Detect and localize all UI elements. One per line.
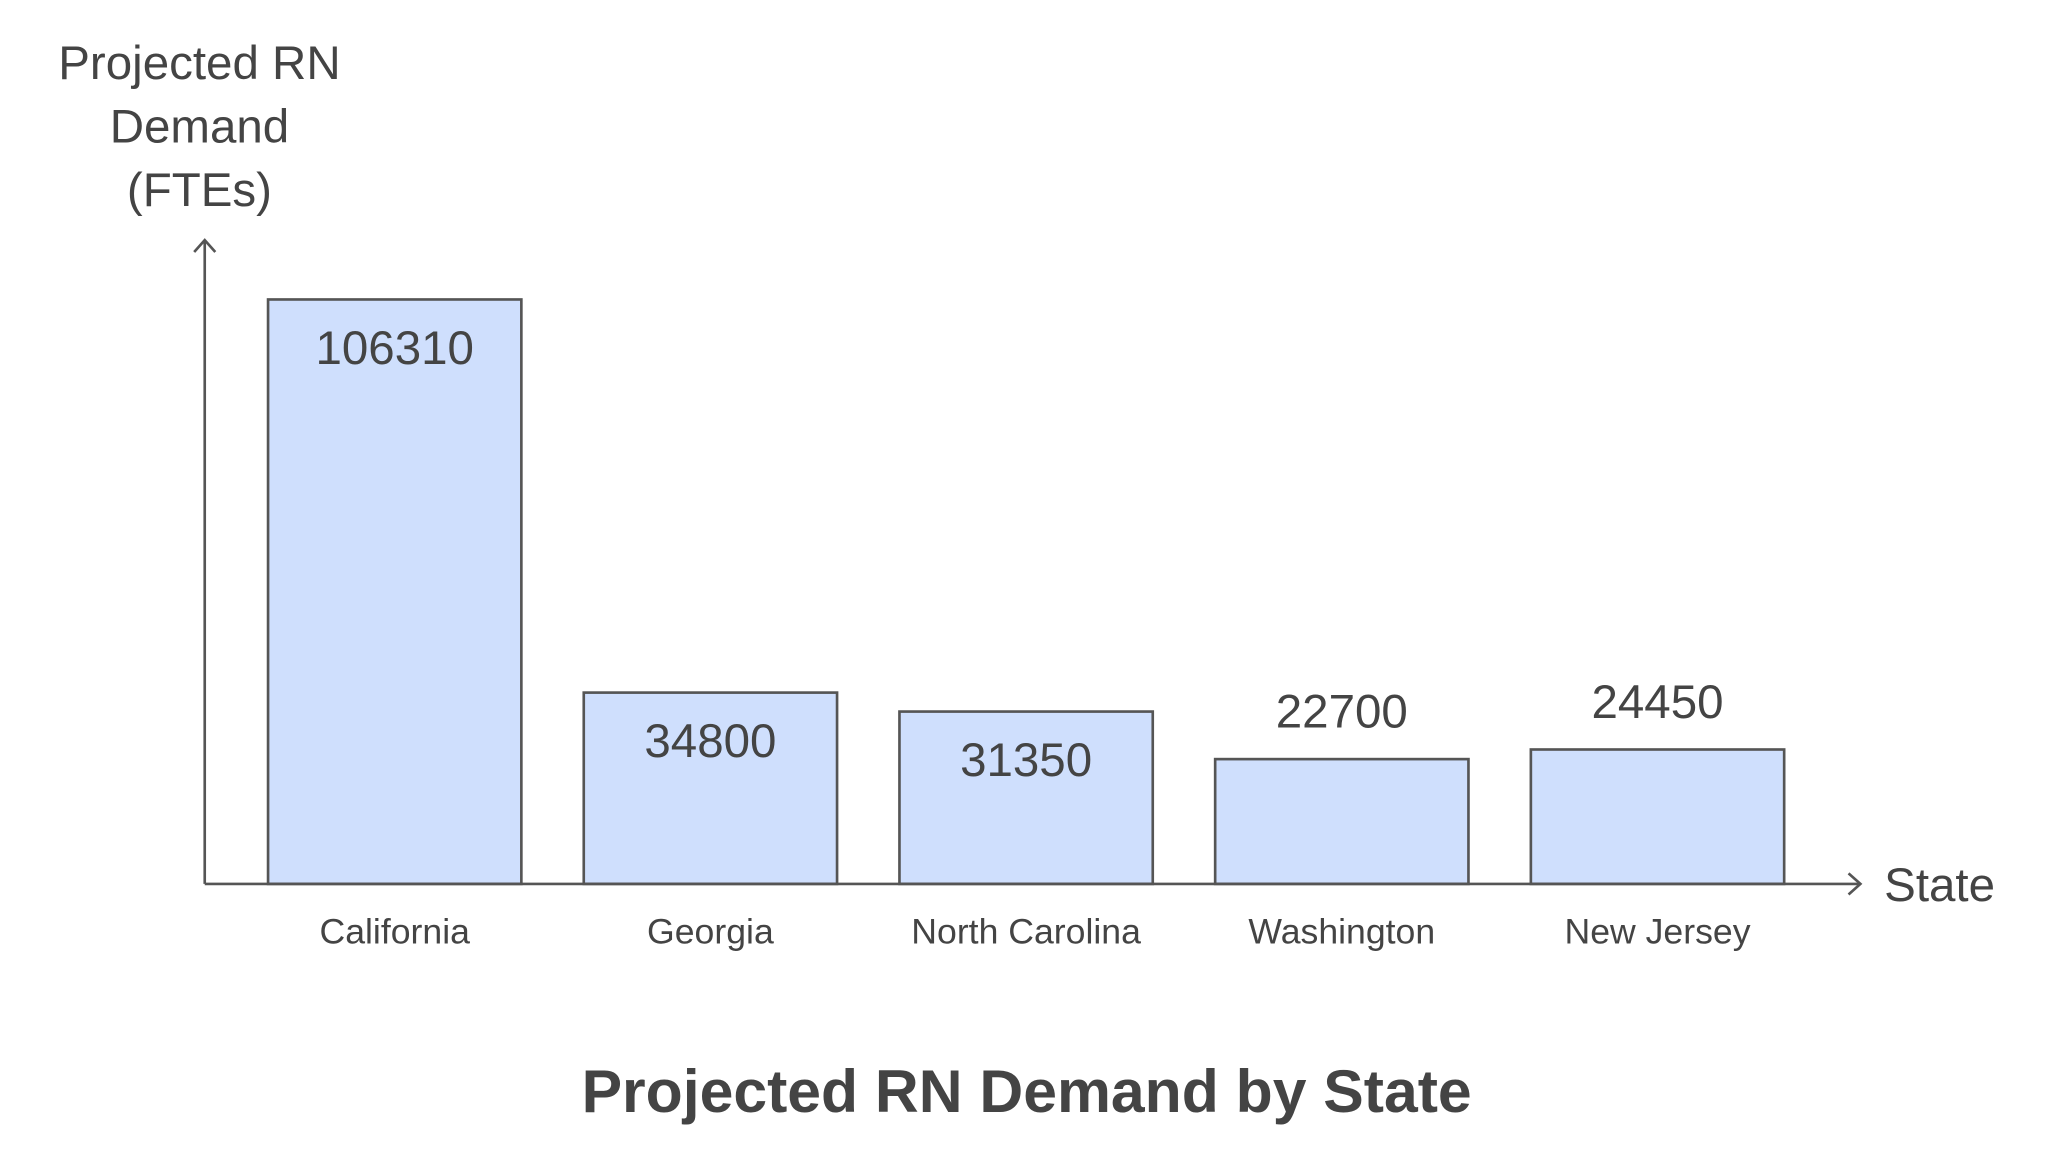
- data-label: 24450: [1591, 676, 1723, 729]
- y-axis-label-line-2: Demand: [110, 100, 289, 153]
- bar-georgia: [582, 691, 839, 886]
- bar-california: [266, 298, 523, 886]
- data-label: 106310: [315, 322, 473, 375]
- x-tick-label: New Jersey: [1565, 911, 1751, 951]
- bars-group: [266, 298, 1786, 886]
- bar-north-carolina: [898, 710, 1155, 886]
- data-label: 34800: [644, 715, 776, 768]
- y-axis-label-line-1: Projected RN: [58, 37, 340, 90]
- data-label: 22700: [1276, 685, 1408, 738]
- bar-new-jersey: [1529, 748, 1786, 886]
- chart-title: Projected RN Demand by State: [582, 1057, 1472, 1125]
- data-label: 31350: [960, 734, 1092, 787]
- y-axis-arrow-icon: [193, 238, 217, 253]
- x-tick-label: Georgia: [647, 911, 774, 951]
- y-axis-label-line-3: (FTEs): [127, 164, 272, 217]
- bar-washington: [1213, 757, 1470, 886]
- x-tick-label: North Carolina: [911, 911, 1141, 951]
- x-tick-label: Washington: [1248, 911, 1435, 951]
- x-axis-arrow-icon: [1847, 872, 1863, 896]
- x-axis-label: State: [1884, 859, 1995, 912]
- x-tick-label: California: [319, 911, 470, 951]
- labels-group: 106310 California 34800 Georgia 31350 North C…: [315, 322, 1750, 951]
